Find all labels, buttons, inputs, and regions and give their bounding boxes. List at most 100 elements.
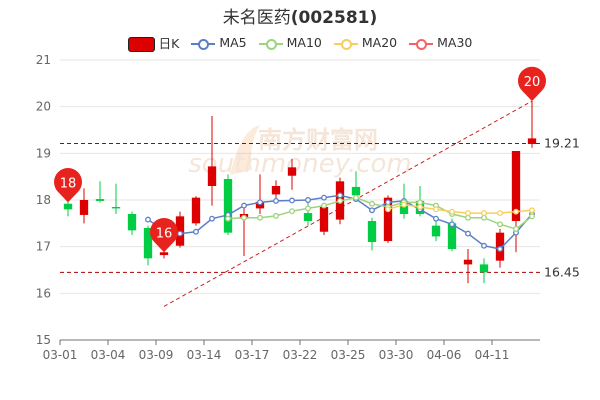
candle-body — [287, 167, 297, 176]
candle-body — [319, 207, 329, 232]
series-point — [337, 197, 343, 204]
y-tick-label: 20 — [36, 100, 51, 114]
candle-04-07 — [463, 249, 473, 284]
legend-item-ma30[interactable]: MA30 — [409, 35, 472, 50]
marker-pin-16: 16 — [150, 217, 179, 253]
series-point — [193, 228, 199, 235]
candle-body — [143, 228, 153, 259]
series-point — [321, 194, 327, 201]
x-tick-label: 03-17 — [235, 348, 270, 362]
y-tick-label: 17 — [36, 240, 51, 254]
marker-pin-label: 20 — [524, 75, 541, 90]
candle-03-03 — [95, 181, 105, 203]
reference-line-label: 16.45 — [544, 264, 580, 279]
watermark-logo-icon — [230, 125, 260, 175]
candle-body — [159, 252, 169, 256]
candle-body — [127, 214, 137, 231]
series-point — [497, 221, 503, 228]
legend-item-ma20[interactable]: MA20 — [333, 35, 397, 50]
legend-item-日k[interactable]: 日K — [127, 33, 180, 52]
legend-label: MA30 — [437, 35, 473, 50]
candle-body — [431, 225, 441, 237]
candle-04-13 — [527, 101, 537, 148]
x-tick-label: 03-09 — [139, 348, 174, 362]
series-point — [401, 201, 407, 208]
candle-body — [511, 151, 521, 221]
x-tick-label: 03-01 — [43, 348, 78, 362]
y-tick-label: 19 — [36, 146, 51, 160]
candle-04-01 — [431, 221, 441, 242]
series-point — [433, 206, 439, 213]
candle-04-12 — [511, 151, 521, 253]
x-tick-label: 03-22 — [283, 348, 318, 362]
series-point — [385, 206, 391, 213]
series-point — [305, 205, 311, 212]
candle-03-02 — [79, 188, 89, 224]
series-point — [289, 208, 295, 215]
candle-body — [447, 223, 457, 249]
candle-body — [383, 197, 393, 242]
legend-swatch — [409, 38, 434, 50]
candle-body — [527, 138, 537, 144]
series-point — [353, 194, 359, 201]
series-point — [497, 246, 503, 252]
candle-04-08 — [479, 258, 489, 284]
marker-pin-20: 20 — [517, 66, 546, 102]
candle-body — [79, 200, 89, 215]
series-point — [321, 202, 327, 209]
series-point — [529, 207, 535, 214]
y-tick-label: 21 — [36, 53, 51, 67]
series-point — [529, 213, 535, 220]
legend-swatch — [127, 37, 155, 52]
series-point — [417, 204, 423, 210]
candle-03-07 — [127, 211, 137, 235]
marker-pin-shape — [517, 66, 546, 102]
candle-body — [95, 199, 105, 201]
series-point — [225, 215, 231, 222]
legend-label: MA5 — [219, 35, 247, 50]
series-point — [273, 212, 279, 219]
candle-03-21 — [287, 158, 297, 190]
candle-body — [351, 186, 361, 196]
x-tick-label: 03-25 — [331, 348, 366, 362]
watermark-text: 南方财富网 — [258, 126, 378, 154]
series-point — [273, 197, 279, 204]
series-point — [513, 208, 519, 215]
series-point — [465, 214, 471, 221]
candle-body — [367, 221, 377, 242]
legend-item-ma5[interactable]: MA5 — [191, 35, 247, 50]
chart-title: 未名医药(002581) — [0, 3, 600, 28]
candle-body — [111, 207, 121, 209]
legend-label: MA10 — [286, 35, 322, 50]
candle-03-17 — [255, 174, 265, 214]
series-ma10 — [225, 194, 535, 232]
x-tick-label: 03-14 — [187, 348, 222, 362]
y-tick-label: 15 — [36, 333, 51, 347]
marker-pin-label: 16 — [156, 226, 173, 241]
series-point — [241, 202, 247, 209]
series-point — [449, 208, 455, 215]
candle-body — [303, 213, 313, 221]
candle-body — [63, 203, 73, 210]
title-code: (002581) — [290, 8, 378, 28]
x-tick-label: 04-11 — [475, 348, 510, 362]
title-name: 未名医药 — [222, 8, 291, 28]
candle-03-15 — [223, 174, 233, 235]
candle-03-04 — [111, 183, 121, 214]
legend: 日K MA5 MA10 MA20 MA30 — [0, 33, 600, 52]
legend-item-ma10[interactable]: MA10 — [258, 35, 322, 50]
candle-body — [479, 264, 489, 273]
series-point — [481, 214, 487, 221]
series-ma20 — [385, 201, 535, 217]
candle-03-28 — [367, 217, 377, 251]
series-point — [417, 199, 423, 206]
series-point — [241, 214, 247, 221]
series-point — [289, 197, 295, 204]
marker-pin-shape — [150, 217, 179, 253]
series-point — [369, 200, 375, 207]
legend-swatch — [258, 38, 283, 50]
legend-swatch — [191, 38, 216, 50]
legend-label: 日K — [158, 36, 180, 51]
